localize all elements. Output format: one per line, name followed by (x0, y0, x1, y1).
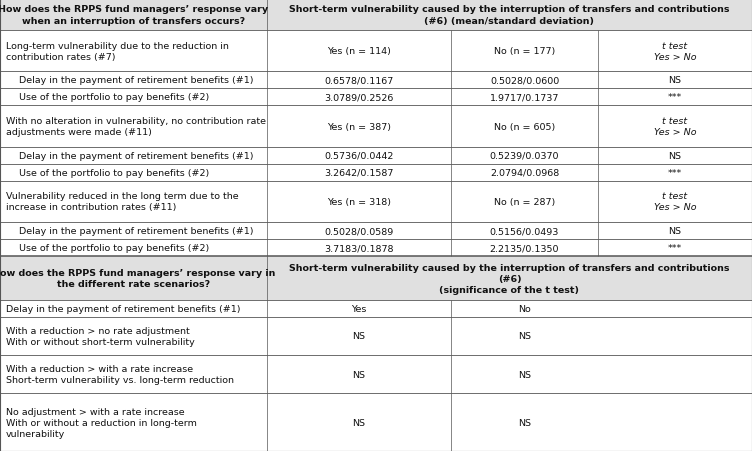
Bar (0, 147, 752, 164)
Text: t test
Yes > No: t test Yes > No (653, 41, 696, 62)
Text: Use of the portfolio to pay benefits (#2): Use of the portfolio to pay benefits (#2… (19, 93, 209, 102)
Text: 3.2642/0.1587: 3.2642/0.1587 (324, 168, 394, 177)
Text: t test
Yes > No: t test Yes > No (653, 117, 696, 137)
Bar (0, 89, 752, 106)
Text: NS: NS (518, 370, 531, 379)
Text: ***: *** (668, 93, 682, 102)
Bar (0, 239, 752, 257)
Text: No adjustment > with a rate increase
With or without a reduction in long-term
vu: No adjustment > with a rate increase Wit… (6, 407, 197, 438)
Text: Yes (n = 114): Yes (n = 114) (327, 47, 391, 56)
Text: NS: NS (669, 226, 681, 235)
Text: 0.5156/0.0493: 0.5156/0.0493 (490, 226, 559, 235)
Text: 3.7183/0.1878: 3.7183/0.1878 (324, 244, 394, 253)
Text: How does the RPPS fund managers’ response vary in
the different rate scenarios?: How does the RPPS fund managers’ respons… (0, 268, 275, 289)
Text: Vulnerability reduced in the long term due to the
increase in contribution rates: Vulnerability reduced in the long term d… (6, 192, 238, 212)
Text: 0.5028/0.0600: 0.5028/0.0600 (490, 76, 559, 85)
Text: Use of the portfolio to pay benefits (#2): Use of the portfolio to pay benefits (#2… (19, 244, 209, 253)
Bar (0, 31, 752, 72)
Text: How does the RPPS fund managers’ response vary
when an interruption of transfers: How does the RPPS fund managers’ respons… (0, 5, 268, 26)
Text: Delay in the payment of retirement benefits (#1): Delay in the payment of retirement benef… (19, 76, 253, 85)
Text: Short-term vulnerability caused by the interruption of transfers and contributio: Short-term vulnerability caused by the i… (290, 5, 729, 26)
Text: 2.2135/0.1350: 2.2135/0.1350 (490, 244, 559, 253)
Text: Delay in the payment of retirement benefits (#1): Delay in the payment of retirement benef… (6, 304, 241, 313)
Bar (0, 301, 752, 317)
Text: Use of the portfolio to pay benefits (#2): Use of the portfolio to pay benefits (#2… (19, 168, 209, 177)
Text: t test
Yes > No: t test Yes > No (653, 192, 696, 212)
Bar (0, 181, 752, 222)
Text: Yes (n = 318): Yes (n = 318) (327, 198, 391, 207)
Text: 2.0794/0.0968: 2.0794/0.0968 (490, 168, 559, 177)
Text: NS: NS (353, 418, 365, 427)
Text: 0.6578/0.1167: 0.6578/0.1167 (324, 76, 394, 85)
Text: NS: NS (669, 76, 681, 85)
Text: NS: NS (353, 331, 365, 341)
Bar (0, 317, 752, 355)
Text: Delay in the payment of retirement benefits (#1): Delay in the payment of retirement benef… (19, 226, 253, 235)
Text: No (n = 177): No (n = 177) (494, 47, 555, 56)
Text: 0.5239/0.0370: 0.5239/0.0370 (490, 152, 559, 161)
Bar (0, 164, 752, 181)
Bar (0, 257, 752, 301)
Text: Long-term vulnerability due to the reduction in
contribution rates (#7): Long-term vulnerability due to the reduc… (6, 41, 229, 62)
Bar (0, 72, 752, 89)
Bar (0, 222, 752, 239)
Text: ***: *** (668, 168, 682, 177)
Text: No (n = 605): No (n = 605) (494, 122, 555, 131)
Bar (0, 0, 752, 31)
Text: No (n = 287): No (n = 287) (494, 198, 555, 207)
Text: 0.5736/0.0442: 0.5736/0.0442 (324, 152, 394, 161)
Text: No: No (518, 304, 531, 313)
Text: NS: NS (518, 418, 531, 427)
Text: 0.5028/0.0589: 0.5028/0.0589 (324, 226, 394, 235)
Text: NS: NS (518, 331, 531, 341)
Text: 1.9717/0.1737: 1.9717/0.1737 (490, 93, 559, 102)
Bar (0, 355, 752, 394)
Bar (0, 106, 752, 147)
Text: With a reduction > no rate adjustment
With or without short-term vulnerability: With a reduction > no rate adjustment Wi… (6, 326, 195, 346)
Text: Short-term vulnerability caused by the interruption of transfers and contributio: Short-term vulnerability caused by the i… (290, 263, 729, 294)
Text: NS: NS (353, 370, 365, 379)
Text: Yes (n = 387): Yes (n = 387) (327, 122, 391, 131)
Bar (0, 394, 752, 451)
Text: Delay in the payment of retirement benefits (#1): Delay in the payment of retirement benef… (19, 152, 253, 161)
Text: Yes: Yes (351, 304, 367, 313)
Text: NS: NS (669, 152, 681, 161)
Text: ***: *** (668, 244, 682, 253)
Text: With no alteration in vulnerability, no contribution rate
adjustments were made : With no alteration in vulnerability, no … (6, 117, 266, 137)
Text: With a reduction > with a rate increase
Short-term vulnerability vs. long-term r: With a reduction > with a rate increase … (6, 364, 234, 384)
Text: 3.0789/0.2526: 3.0789/0.2526 (324, 93, 394, 102)
